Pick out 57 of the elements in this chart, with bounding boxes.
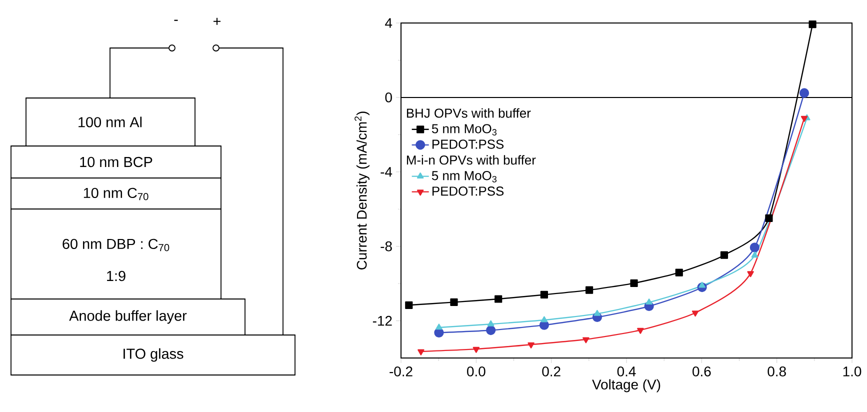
- y-tick-label: 4: [385, 18, 392, 28]
- annotation: M-i-n OPVs with buffer: [406, 155, 536, 165]
- point: [750, 242, 760, 252]
- text: +: [213, 18, 221, 25]
- point: [487, 320, 494, 326]
- x-tick-label: 0.0: [467, 366, 486, 376]
- point: [528, 342, 534, 348]
- y-tick-label: -4: [380, 167, 392, 177]
- text: 100 nm Al: [78, 116, 142, 128]
- point: [799, 88, 810, 98]
- point: [594, 310, 601, 316]
- text: 10 nm BCP: [80, 156, 152, 168]
- x-tick-label: 1.0: [843, 366, 862, 376]
- y-tick-label: -12: [372, 316, 392, 326]
- point: [582, 337, 590, 344]
- text: -: [174, 20, 178, 21]
- point: [450, 298, 458, 306]
- point: [436, 324, 442, 330]
- point: [405, 301, 413, 309]
- x-tick-label: 0.8: [768, 366, 786, 376]
- legend-label: 5 nm MoO$_{3}$: [432, 171, 497, 182]
- point: [540, 290, 548, 299]
- text: ITO glass: [124, 348, 184, 362]
- point: [540, 316, 548, 322]
- y-tick-label: -8: [380, 241, 392, 252]
- point: [698, 282, 706, 288]
- point: [646, 298, 652, 305]
- point: [808, 20, 816, 28]
- point: [720, 251, 728, 259]
- legend-label: 5 nm MoO$_{3}$: [432, 124, 497, 136]
- point: [751, 252, 758, 258]
- point: [675, 268, 683, 276]
- text: 10 nm C$_{70}$: [84, 188, 148, 200]
- point: [586, 286, 594, 294]
- point: [637, 328, 644, 334]
- point: [747, 271, 754, 278]
- y-tick-label: 0: [385, 92, 392, 102]
- point: [472, 346, 480, 353]
- text: 60 nm DBP : C$_{70}$: [62, 238, 170, 252]
- point: [486, 325, 496, 336]
- text: Anode buffer layer: [69, 310, 187, 324]
- y-axis-title: Current Density (mA/cm$^{2}$): [354, 112, 370, 270]
- point: [494, 295, 502, 303]
- x-axis-title: Voltage (V): [592, 379, 660, 392]
- point: [692, 310, 699, 317]
- point: [630, 279, 638, 287]
- legend-label: PEDOT:PSS: [432, 186, 504, 196]
- legend-label: PEDOT:PSS: [432, 140, 504, 149]
- point: [765, 214, 773, 222]
- x-tick-label: 0.2: [542, 366, 560, 376]
- point: [418, 349, 424, 356]
- x-tick-label: -0.2: [390, 366, 412, 376]
- text: 1:9: [107, 270, 126, 282]
- point: [800, 116, 808, 122]
- x-tick-label: 0.6: [692, 366, 711, 376]
- annotation: BHJ OPVs with buffer: [406, 108, 531, 118]
- x-tick-label: 0.4: [617, 366, 636, 376]
